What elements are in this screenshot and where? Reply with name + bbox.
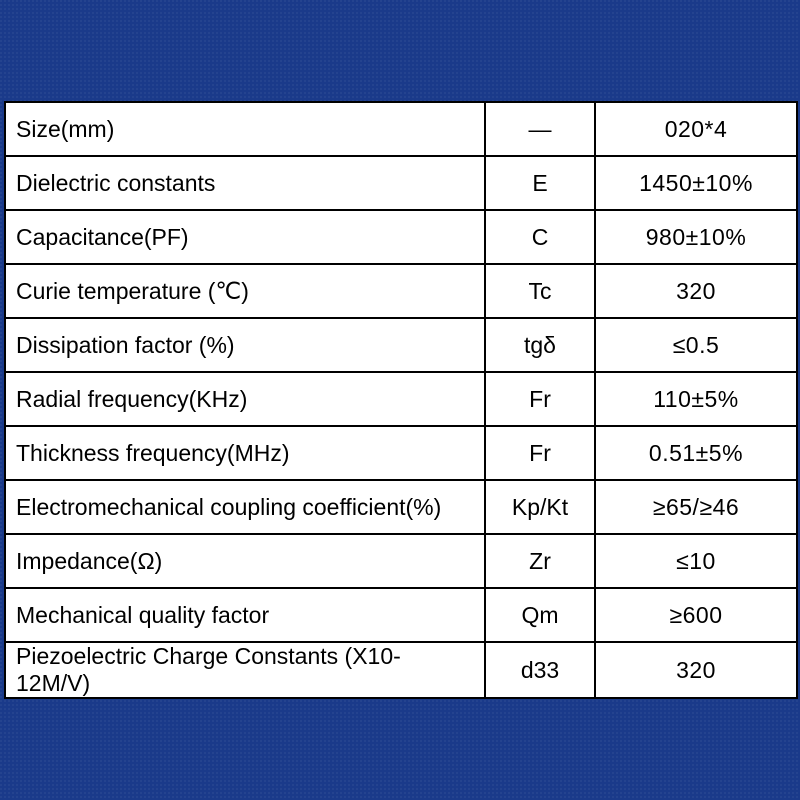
value-cell: 320 (595, 642, 797, 698)
table-row: Curie temperature (℃) Tc 320 (5, 264, 797, 318)
symbol-cell: Qm (485, 588, 595, 642)
table-row: Dielectric constants E 1450±10% (5, 156, 797, 210)
table-row: Dissipation factor (%) tgδ ≤0.5 (5, 318, 797, 372)
value-cell: 320 (595, 264, 797, 318)
table-row: Capacitance(PF) C 980±10% (5, 210, 797, 264)
value-cell: ≤10 (595, 534, 797, 588)
value-cell: 0.51±5% (595, 426, 797, 480)
param-cell: Radial frequency(KHz) (5, 372, 485, 426)
symbol-cell: E (485, 156, 595, 210)
param-cell: Dielectric constants (5, 156, 485, 210)
symbol-cell: Kp/Kt (485, 480, 595, 534)
symbol-cell: Tc (485, 264, 595, 318)
value-cell: 1450±10% (595, 156, 797, 210)
param-cell: Size(mm) (5, 102, 485, 156)
value-cell: ≥65/≥46 (595, 480, 797, 534)
spec-table-body: Size(mm) — 020*4 Dielectric constants E … (5, 102, 797, 698)
table-row: Piezoelectric Charge Constants (X10-12M/… (5, 642, 797, 698)
table-row: Size(mm) — 020*4 (5, 102, 797, 156)
symbol-cell: Fr (485, 426, 595, 480)
symbol-cell: — (485, 102, 595, 156)
param-cell: Dissipation factor (%) (5, 318, 485, 372)
param-cell: Impedance(Ω) (5, 534, 485, 588)
symbol-cell: Zr (485, 534, 595, 588)
table-row: Mechanical quality factor Qm ≥600 (5, 588, 797, 642)
param-cell: Capacitance(PF) (5, 210, 485, 264)
table-row: Electromechanical coupling coefficient(%… (5, 480, 797, 534)
symbol-cell: Fr (485, 372, 595, 426)
param-cell: Curie temperature (℃) (5, 264, 485, 318)
param-cell: Piezoelectric Charge Constants (X10-12M/… (5, 642, 485, 698)
value-cell: ≥600 (595, 588, 797, 642)
table-row: Impedance(Ω) Zr ≤10 (5, 534, 797, 588)
table-row: Radial frequency(KHz) Fr 110±5% (5, 372, 797, 426)
value-cell: 980±10% (595, 210, 797, 264)
symbol-cell: tgδ (485, 318, 595, 372)
value-cell: ≤0.5 (595, 318, 797, 372)
spec-table-container: Size(mm) — 020*4 Dielectric constants E … (4, 101, 796, 699)
value-cell: 110±5% (595, 372, 797, 426)
table-row: Thickness frequency(MHz) Fr 0.51±5% (5, 426, 797, 480)
param-cell: Electromechanical coupling coefficient(%… (5, 480, 485, 534)
symbol-cell: d33 (485, 642, 595, 698)
spec-table: Size(mm) — 020*4 Dielectric constants E … (4, 101, 798, 699)
symbol-cell: C (485, 210, 595, 264)
value-cell: 020*4 (595, 102, 797, 156)
param-cell: Thickness frequency(MHz) (5, 426, 485, 480)
param-cell: Mechanical quality factor (5, 588, 485, 642)
